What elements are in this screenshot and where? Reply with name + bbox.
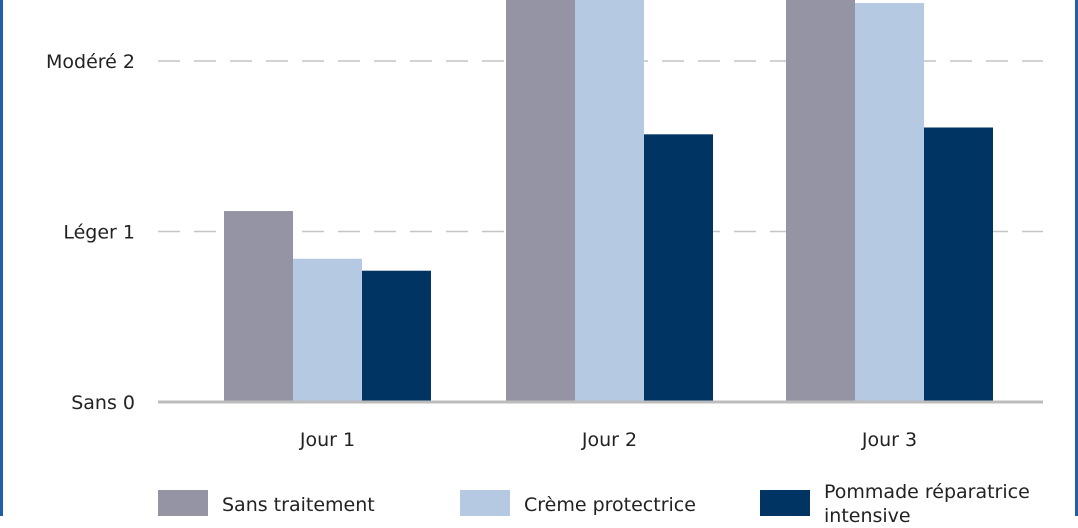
legend-label: Pommade réparatrice intensive [824, 481, 1030, 527]
legend-label: Sans traitement [222, 494, 375, 516]
legend-swatch [460, 490, 510, 516]
legend-swatch [760, 490, 810, 516]
bar-jour-2-series-2 [575, 0, 644, 402]
bar-jour-1-series-2 [293, 258, 362, 402]
bar-jour-1-series-3 [362, 270, 431, 402]
bar-jour-3-series-1 [786, 0, 855, 403]
bar-jour-2-series-3 [644, 134, 713, 402]
x-category-label: Jour 2 [581, 429, 637, 451]
x-category-label: Jour 3 [861, 429, 917, 451]
bar-jour-1-series-1 [224, 211, 293, 402]
legend: Sans traitement Crème protectrice Pommad… [3, 480, 1078, 527]
x-axis-categories: Jour 1 Jour 2 Jour 3 [299, 429, 917, 451]
y-tick-label: Léger 1 [63, 222, 135, 244]
bar-jour-2-series-1 [506, 0, 575, 403]
x-category-label: Jour 1 [299, 429, 355, 451]
y-axis-ticks: Sans 0 Léger 1 Modéré 2 [46, 51, 135, 414]
bar-chart: Sans 0 Léger 1 Modéré 2 Jour 1 Jour 2 Jour 3 [46, 0, 1043, 451]
y-tick-label: Sans 0 [71, 392, 135, 414]
bars [224, 0, 993, 403]
legend-swatch [158, 490, 208, 516]
legend-label: Crème protectrice [524, 494, 696, 516]
bar-jour-3-series-3 [924, 127, 993, 403]
bar-jour-3-series-2 [855, 3, 924, 403]
y-tick-label: Modéré 2 [46, 51, 135, 73]
